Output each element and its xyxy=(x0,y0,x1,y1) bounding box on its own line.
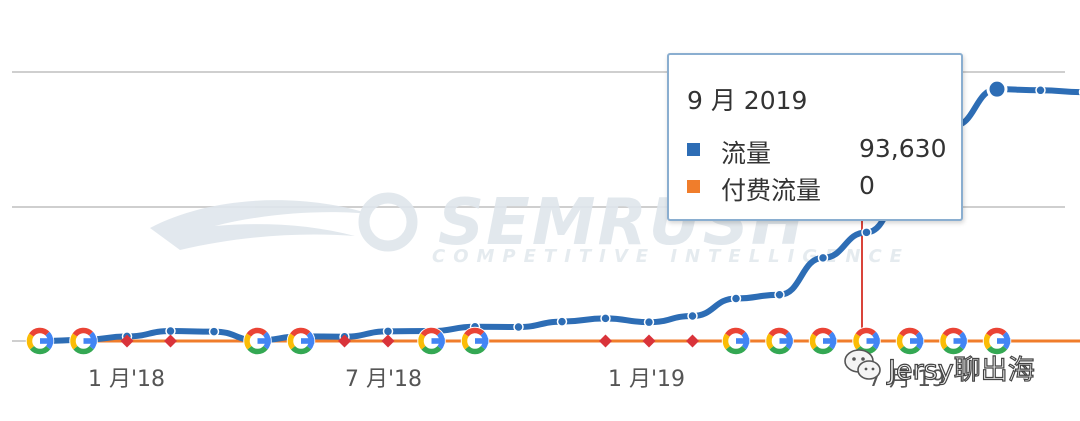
traffic-data-point xyxy=(556,316,568,327)
wechat-watermark-text: Jersy聊出海 xyxy=(887,354,1035,386)
x-tick-label: 7 月'19 xyxy=(868,367,945,392)
wechat-watermark: Jersy聊出海 xyxy=(838,338,1068,398)
x-tick-label: 7 月'18 xyxy=(345,367,422,392)
google-update-icon xyxy=(982,326,1012,356)
traffic-data-point xyxy=(1035,85,1046,96)
traffic-data-point xyxy=(687,310,698,322)
traffic-data-point xyxy=(208,326,220,337)
traffic-data-point xyxy=(165,325,176,337)
highlighted-data-point xyxy=(986,78,1008,100)
paid-traffic-diamond-marker xyxy=(338,334,351,348)
paid-traffic-diamond-marker xyxy=(686,334,699,348)
tooltip-row-value: 93,630 xyxy=(859,134,947,163)
traffic-data-point xyxy=(643,316,655,328)
traffic-legend-square-icon xyxy=(687,143,700,156)
watermark-tagline: COMPETITIVE INTELLIGENCE xyxy=(432,246,910,267)
google-update-icon xyxy=(460,326,490,356)
paid-traffic-diamond-marker xyxy=(120,334,134,348)
tooltip: 9 月 2019 流量 93,630 付费流量 0 xyxy=(667,53,963,221)
paid-traffic-diamond-marker xyxy=(381,334,395,348)
google-update-icon xyxy=(243,326,272,356)
x-tick-label: 1 月'19 xyxy=(608,367,685,392)
google-update-icon xyxy=(808,326,838,356)
tooltip-row-name: 付费流量 xyxy=(721,176,822,205)
traffic-data-point xyxy=(600,313,611,324)
traffic-data-point xyxy=(861,227,872,238)
marker-layer xyxy=(25,326,1012,356)
google-update-icon xyxy=(895,326,925,356)
google-update-icon xyxy=(25,326,55,356)
traffic-data-point xyxy=(817,252,829,264)
paid-traffic-diamond-marker xyxy=(599,334,612,348)
google-update-icon xyxy=(69,326,98,356)
google-update-icon xyxy=(765,326,794,356)
google-update-icon xyxy=(417,326,446,356)
wechat-icon xyxy=(844,349,881,380)
traffic-data-point xyxy=(774,289,785,300)
traffic-data-point xyxy=(382,326,394,337)
paid-traffic-legend-square-icon xyxy=(687,180,700,193)
semrush-fireball-icon xyxy=(358,192,418,252)
semrush-swoosh-icon xyxy=(150,200,370,250)
tooltip-row-value: 0 xyxy=(859,171,875,200)
semrush-watermark: SEMRUSH COMPETITIVE INTELLIGENCE xyxy=(150,186,910,267)
google-update-icon xyxy=(721,326,751,356)
traffic-data-point xyxy=(513,321,524,333)
traffic-data-point xyxy=(730,293,742,304)
google-update-icon xyxy=(939,326,968,356)
google-update-icon xyxy=(286,326,316,356)
tooltip-row-name: 流量 xyxy=(721,139,772,168)
tooltip-row-traffic: 流量 93,630 xyxy=(687,134,949,168)
x-tick-label: 1 月'18 xyxy=(88,367,165,392)
paid-traffic-diamond-marker xyxy=(642,334,656,348)
paid-traffic-diamond-marker xyxy=(164,334,177,348)
tooltip-row-paid-traffic: 付费流量 0 xyxy=(687,171,949,205)
tooltip-title: 9 月 2019 xyxy=(687,86,808,115)
